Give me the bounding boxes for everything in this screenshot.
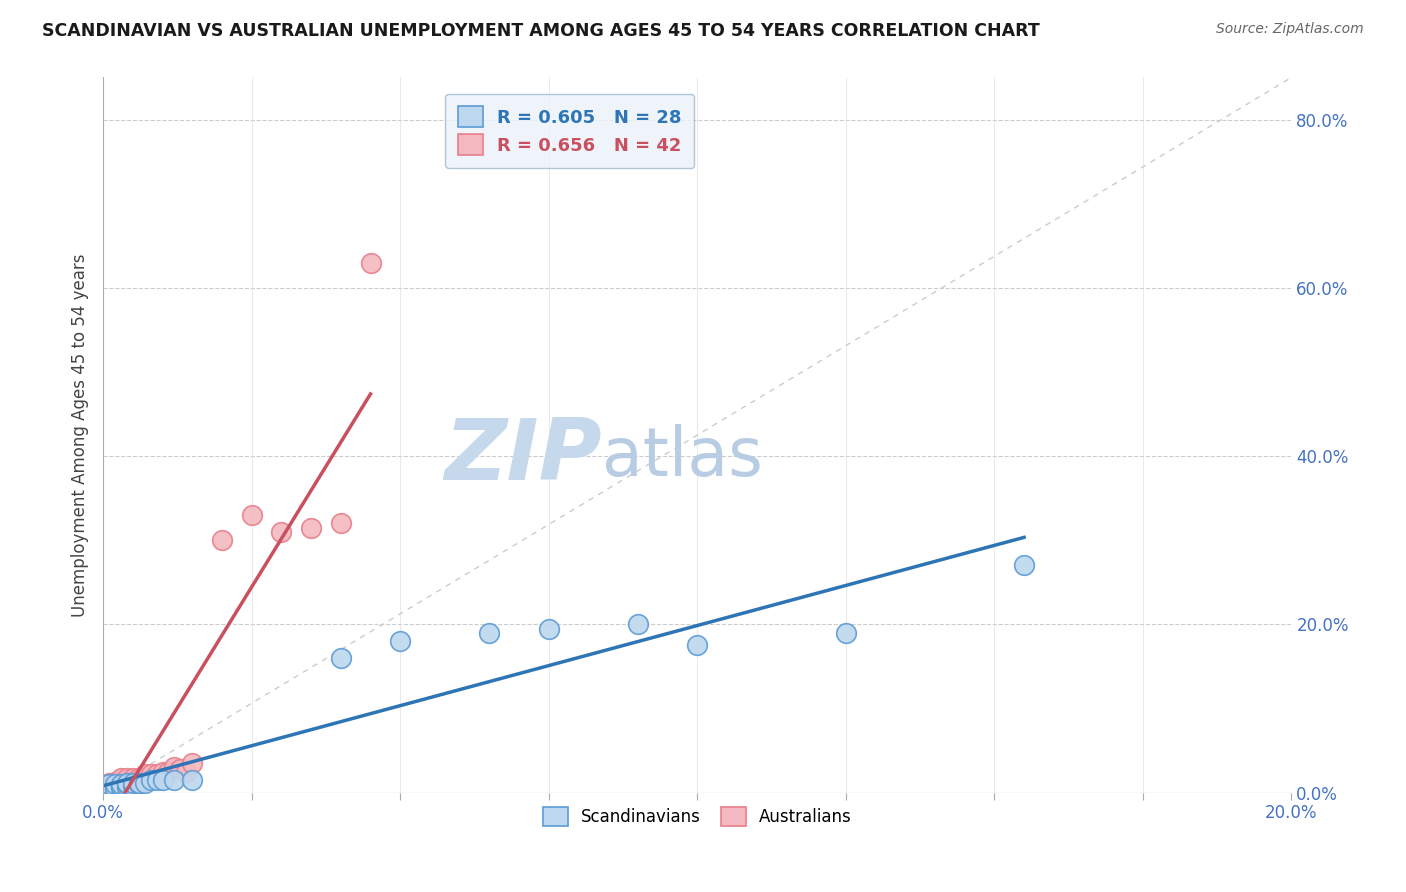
Point [115, 772, 138, 787]
Point [176, 764, 198, 779]
Point [115, 771, 138, 785]
Point [270, 524, 292, 539]
Point [134, 771, 156, 785]
Point [478, 625, 501, 640]
Point [98, 780, 121, 794]
Point [110, 775, 132, 789]
Point [157, 764, 180, 779]
Point [139, 772, 162, 787]
Point [115, 777, 138, 791]
Point [110, 779, 132, 793]
Point [115, 775, 138, 789]
Text: atlas: atlas [602, 424, 763, 490]
Point [110, 777, 132, 791]
Point [110, 772, 132, 787]
Point [128, 771, 150, 785]
Point [139, 767, 162, 781]
Point [104, 781, 127, 796]
Point [169, 762, 191, 776]
Text: SCANDINAVIAN VS AUSTRALIAN UNEMPLOYMENT AMONG AGES 45 TO 54 YEARS CORRELATION CH: SCANDINAVIAN VS AUSTRALIAN UNEMPLOYMENT … [42, 22, 1040, 40]
Point [128, 775, 150, 789]
Point [98, 775, 121, 789]
Point [360, 255, 382, 269]
Point [537, 622, 560, 636]
Point [181, 772, 204, 787]
Point [121, 771, 143, 785]
Point [98, 777, 121, 791]
Point [128, 775, 150, 789]
Point [115, 780, 138, 794]
Point [1012, 558, 1035, 573]
Point [134, 775, 156, 789]
Point [98, 781, 121, 796]
Point [98, 777, 121, 791]
Point [211, 533, 233, 548]
Text: ZIP: ZIP [444, 415, 602, 498]
Point [104, 779, 127, 793]
Legend: Scandinavians, Australians: Scandinavians, Australians [534, 798, 860, 834]
Point [627, 617, 650, 632]
Point [181, 756, 204, 771]
Point [152, 764, 174, 779]
Point [686, 639, 709, 653]
Point [110, 777, 132, 791]
Point [121, 777, 143, 791]
Point [389, 634, 412, 648]
Point [104, 777, 127, 791]
Point [329, 651, 352, 665]
Point [299, 520, 322, 534]
Point [121, 779, 143, 793]
Point [115, 777, 138, 791]
Point [121, 775, 143, 789]
Point [104, 774, 127, 789]
Y-axis label: Unemployment Among Ages 45 to 54 years: Unemployment Among Ages 45 to 54 years [72, 253, 89, 616]
Point [163, 772, 186, 787]
Point [128, 772, 150, 787]
Point [115, 779, 138, 793]
Point [110, 781, 132, 796]
Point [134, 772, 156, 787]
Point [329, 516, 352, 531]
Point [139, 771, 162, 785]
Point [163, 760, 186, 774]
Point [121, 775, 143, 789]
Point [110, 771, 132, 785]
Point [145, 772, 167, 787]
Point [145, 767, 167, 781]
Point [835, 625, 858, 640]
Point [240, 508, 263, 522]
Point [152, 772, 174, 787]
Point [104, 781, 127, 796]
Point [121, 772, 143, 787]
Point [128, 777, 150, 791]
Point [104, 777, 127, 791]
Point [98, 781, 121, 796]
Text: Source: ZipAtlas.com: Source: ZipAtlas.com [1216, 22, 1364, 37]
Point [134, 767, 156, 781]
Point [110, 780, 132, 794]
